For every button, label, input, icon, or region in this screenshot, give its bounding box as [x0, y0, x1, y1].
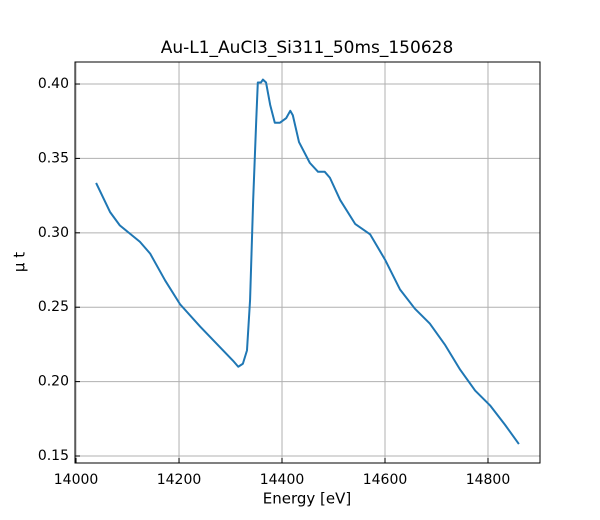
x-axis-label: Energy [eV]: [263, 490, 351, 508]
x-tick-label: 14400: [260, 472, 305, 488]
x-tick-label: 14600: [363, 472, 408, 488]
y-tick-label: 0.25: [38, 299, 69, 315]
y-tick-label: 0.20: [38, 374, 69, 390]
y-axis-label: μ t: [11, 252, 29, 272]
y-tick-label: 0.40: [38, 76, 69, 92]
y-tick-label: 0.30: [38, 225, 69, 241]
plot-frame: [74, 61, 541, 464]
x-tick-label: 14800: [466, 472, 511, 488]
data-line: [95, 78, 520, 445]
y-tick-label: 0.35: [38, 150, 69, 166]
y-tick-label: 0.15: [38, 448, 69, 464]
x-tick-label: 14000: [54, 472, 99, 488]
chart-title: Au-L1_AuCl3_Si311_50ms_150628: [161, 38, 454, 58]
x-tick-label: 14200: [157, 472, 202, 488]
